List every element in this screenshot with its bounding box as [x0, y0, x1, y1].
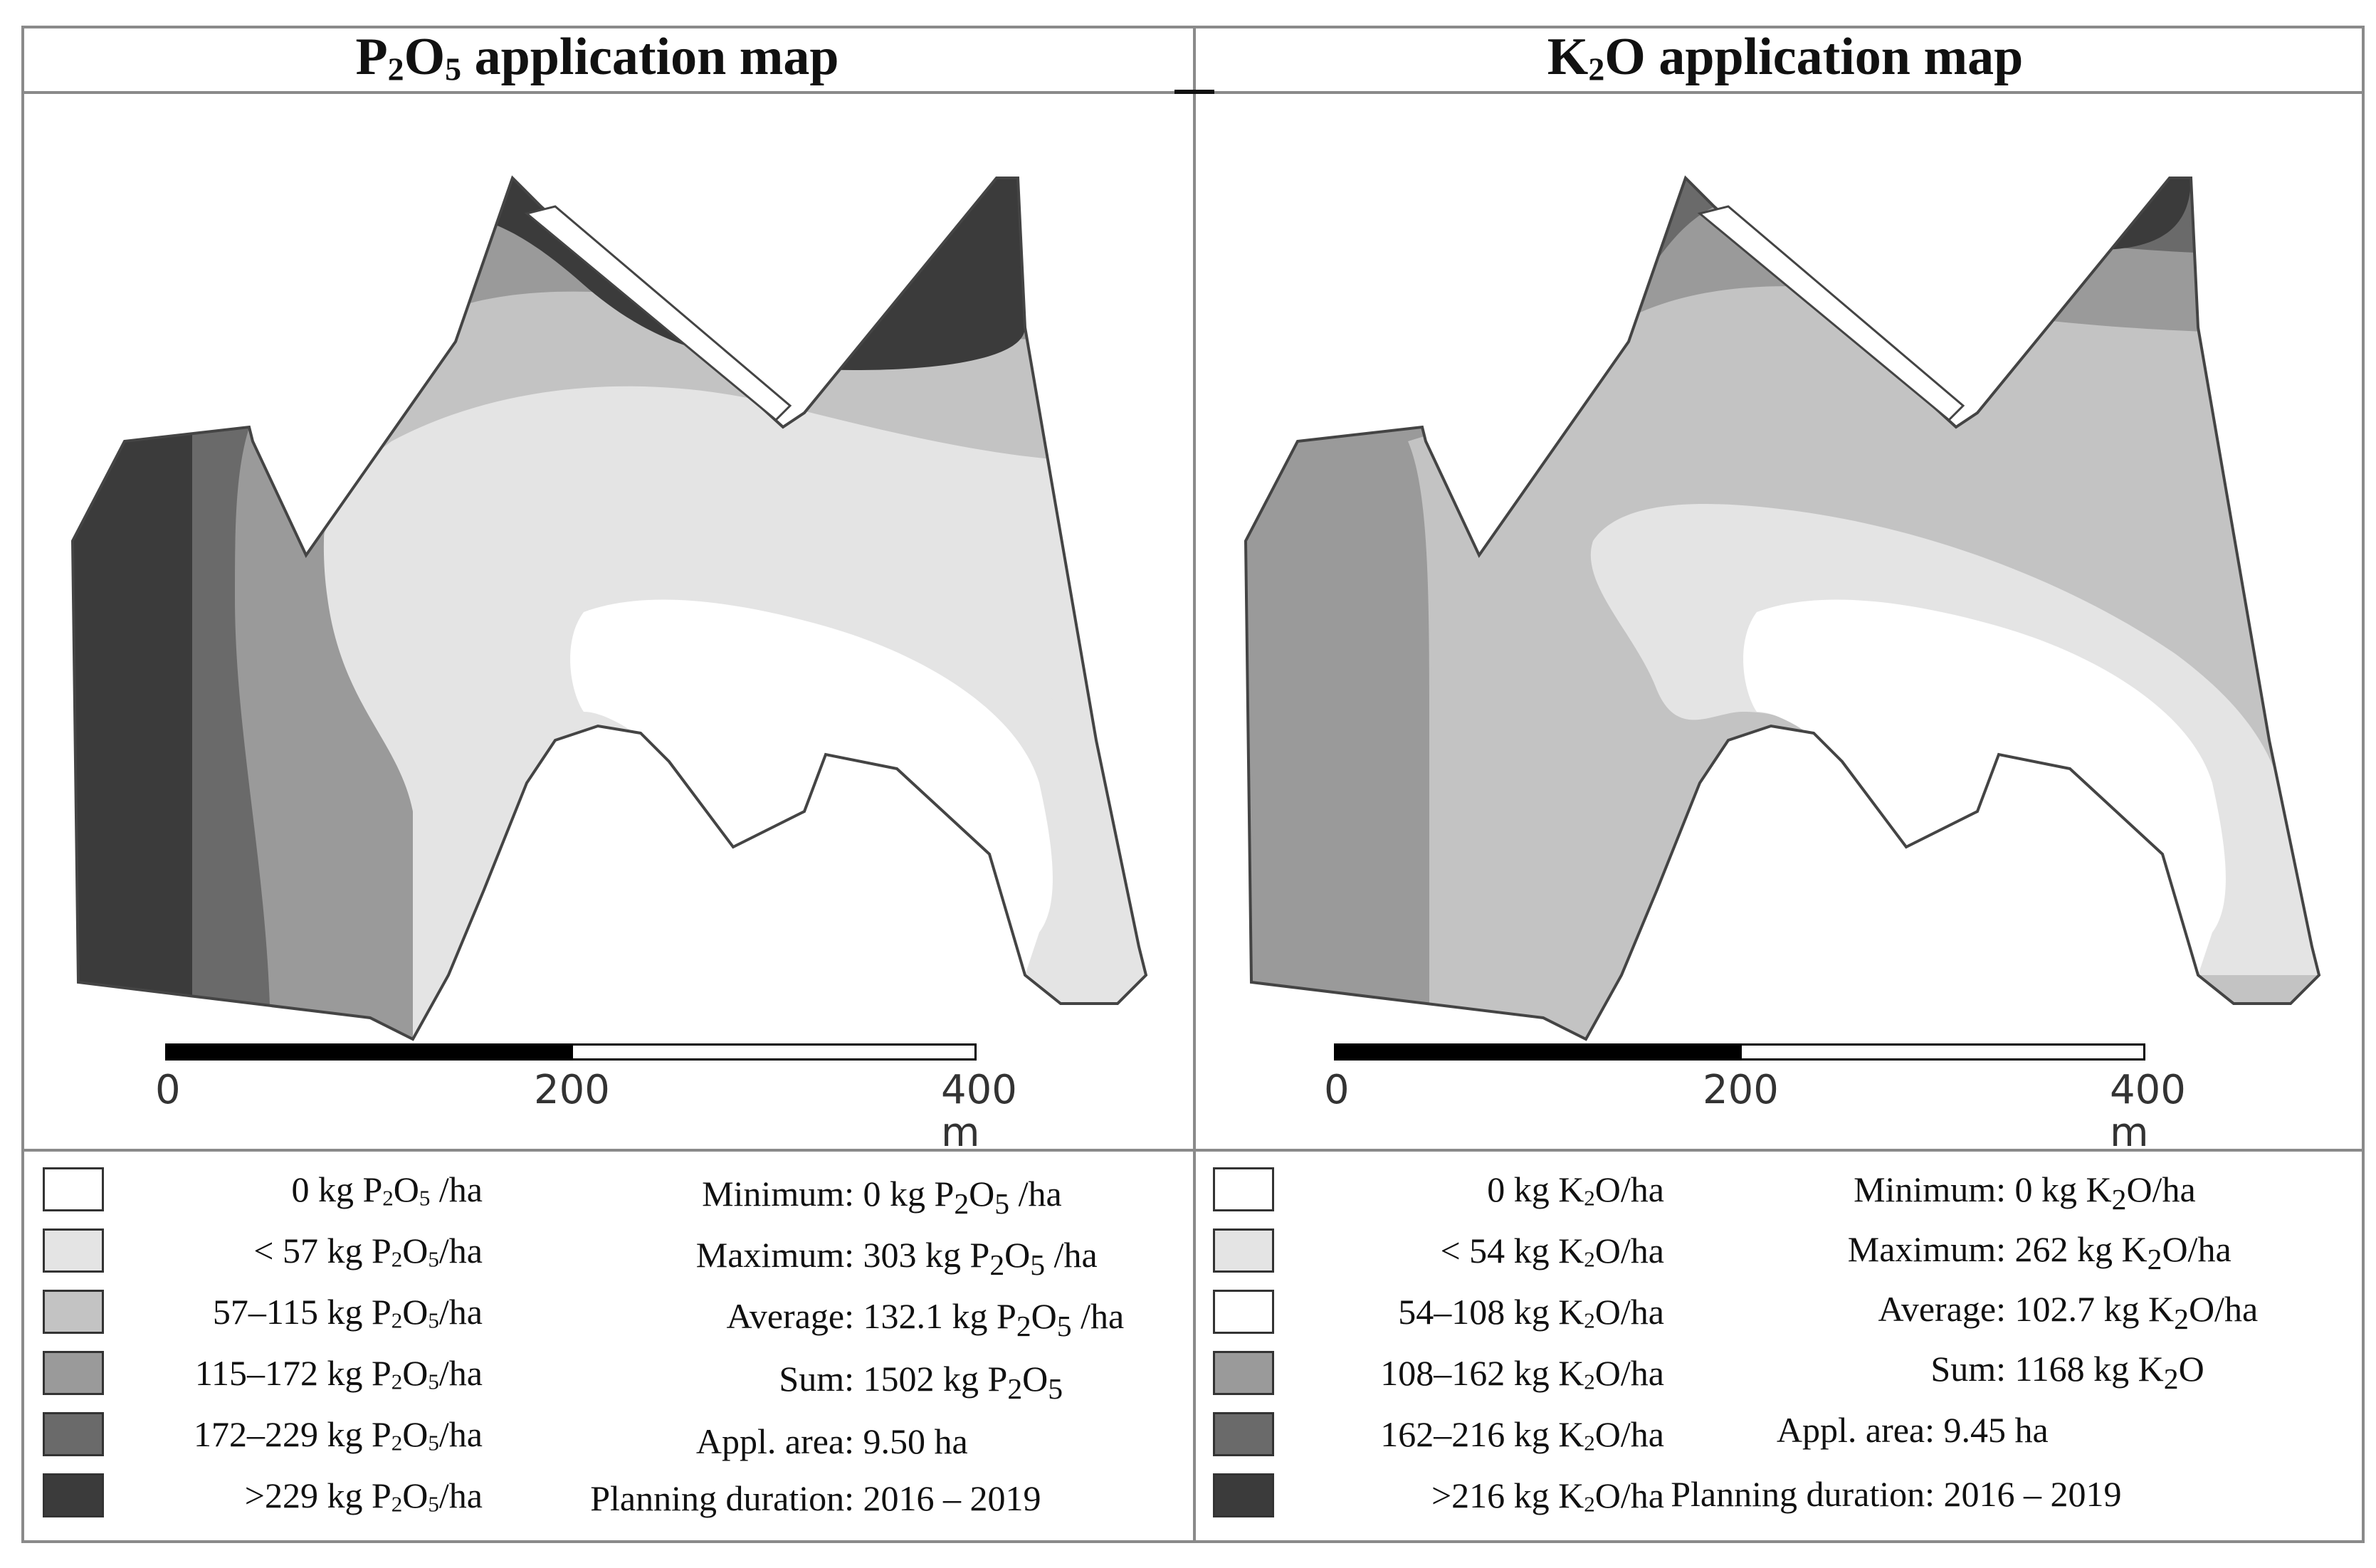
scale-tick-200: 200	[1703, 1067, 1779, 1113]
zone-zero-center	[570, 599, 1053, 975]
legend-label: < 57 kg P2O5/ha	[253, 1231, 483, 1272]
stat-average: Average: 132.1 kg P2O5 /ha	[726, 1296, 1125, 1343]
k2o-field-map	[1244, 175, 2321, 1041]
field-gap-strip	[1697, 205, 1965, 422]
stat-appl-area: Appl. area: 9.45 ha	[1776, 1410, 2049, 1450]
p2o5-map-panel: P2O5 application map 0 200 400 m	[43, 28, 1148, 1518]
scale-tick-400: 400 m	[2110, 1067, 2186, 1156]
legend-swatch	[1213, 1228, 1274, 1273]
legend-label: 115–172 kg P2O5/ha	[194, 1353, 483, 1394]
legend-swatch	[1213, 1167, 1274, 1211]
scale-bar-white	[571, 1043, 977, 1061]
stat-average: Average: 102.7 kg K2O/ha	[1878, 1289, 2259, 1336]
scale-tick-400: 400 m	[941, 1067, 1017, 1156]
frame-bottom-line	[21, 1540, 2363, 1543]
field-boundary	[70, 175, 1148, 1041]
frame-tick-mark	[1174, 90, 1214, 94]
legend-swatch	[1213, 1351, 1274, 1395]
frame-right-line	[2362, 26, 2365, 1543]
frame-legend-top-line	[21, 1149, 2363, 1152]
scale-tick-200: 200	[534, 1067, 610, 1113]
scale-bar: 0 200 400 m	[1324, 1043, 2186, 1154]
zone-108-162-left	[1246, 441, 1429, 1039]
frame-left-line	[21, 26, 24, 1543]
legend-label: 57–115 kg P2O5/ha	[212, 1292, 483, 1333]
stat-minimum: Minimum: 0 kg K2O/ha	[1854, 1169, 2196, 1216]
legend-label: < 54 kg K2O/ha	[1440, 1231, 1664, 1272]
page-title: P2O5 application map	[355, 28, 839, 88]
field-gap-strip	[524, 205, 792, 422]
stat-minimum: Minimum: 0 kg P2O5 /ha	[702, 1174, 1062, 1221]
stat-appl-area: Appl. area: 9.50 ha	[695, 1421, 968, 1461]
legend-swatch	[1213, 1412, 1274, 1456]
field-boundary	[1244, 175, 2321, 1041]
scale-bar-black	[165, 1043, 571, 1061]
legend-swatch	[43, 1290, 104, 1334]
legend-label: 162–216 kg K2O/ha	[1380, 1414, 1664, 1456]
zone-zero-center	[1743, 599, 2226, 975]
stat-sum: Sum: 1168 kg K2O	[1930, 1349, 2204, 1396]
scale-bar-black	[1334, 1043, 1740, 1061]
legend-label: 172–229 kg P2O5/ha	[193, 1414, 483, 1456]
legend-label: >216 kg K2O/ha	[1431, 1475, 1664, 1517]
page-title: K2O application map	[1547, 28, 2024, 88]
scale-bar: 0 200 400 m	[155, 1043, 1017, 1154]
stat-maximum: Maximum: 303 kg P2O5 /ha	[695, 1235, 1098, 1282]
legend-label: 0 kg K2O/ha	[1487, 1169, 1664, 1211]
legend-label: 54–108 kg K2O/ha	[1398, 1292, 1664, 1333]
legend-label: >229 kg P2O5/ha	[244, 1475, 483, 1517]
legend-swatch	[1213, 1290, 1274, 1334]
frame-mid-line	[1193, 26, 1196, 1543]
scale-tick-0: 0	[1324, 1067, 1350, 1113]
frame-top-line	[21, 26, 2363, 28]
legend-swatch	[43, 1412, 104, 1456]
legend-swatch	[1213, 1473, 1274, 1517]
legend-swatch	[43, 1167, 104, 1211]
legend-swatch	[43, 1351, 104, 1395]
legend-label: 0 kg P2O5 /ha	[291, 1169, 483, 1211]
legend-swatch	[43, 1473, 104, 1517]
stat-maximum: Maximum: 262 kg K2O/ha	[1847, 1229, 2232, 1276]
stat-planning-duration: Planning duration: 2016 – 2019	[590, 1478, 1041, 1518]
scale-tick-0: 0	[155, 1067, 181, 1113]
scale-bar-white	[1740, 1043, 2145, 1061]
legend-label: 108–162 kg K2O/ha	[1380, 1353, 1664, 1394]
legend-swatch	[43, 1228, 104, 1273]
k2o-map-panel: K2O application map 0 200 400 m	[1194, 0, 2376, 1568]
stat-sum: Sum: 1502 kg P2O5	[779, 1359, 1063, 1406]
zone-gt216	[1246, 178, 2319, 251]
p2o5-field-map	[70, 175, 1148, 1041]
stat-planning-duration: Planning duration: 2016 – 2019	[1671, 1474, 2122, 1514]
